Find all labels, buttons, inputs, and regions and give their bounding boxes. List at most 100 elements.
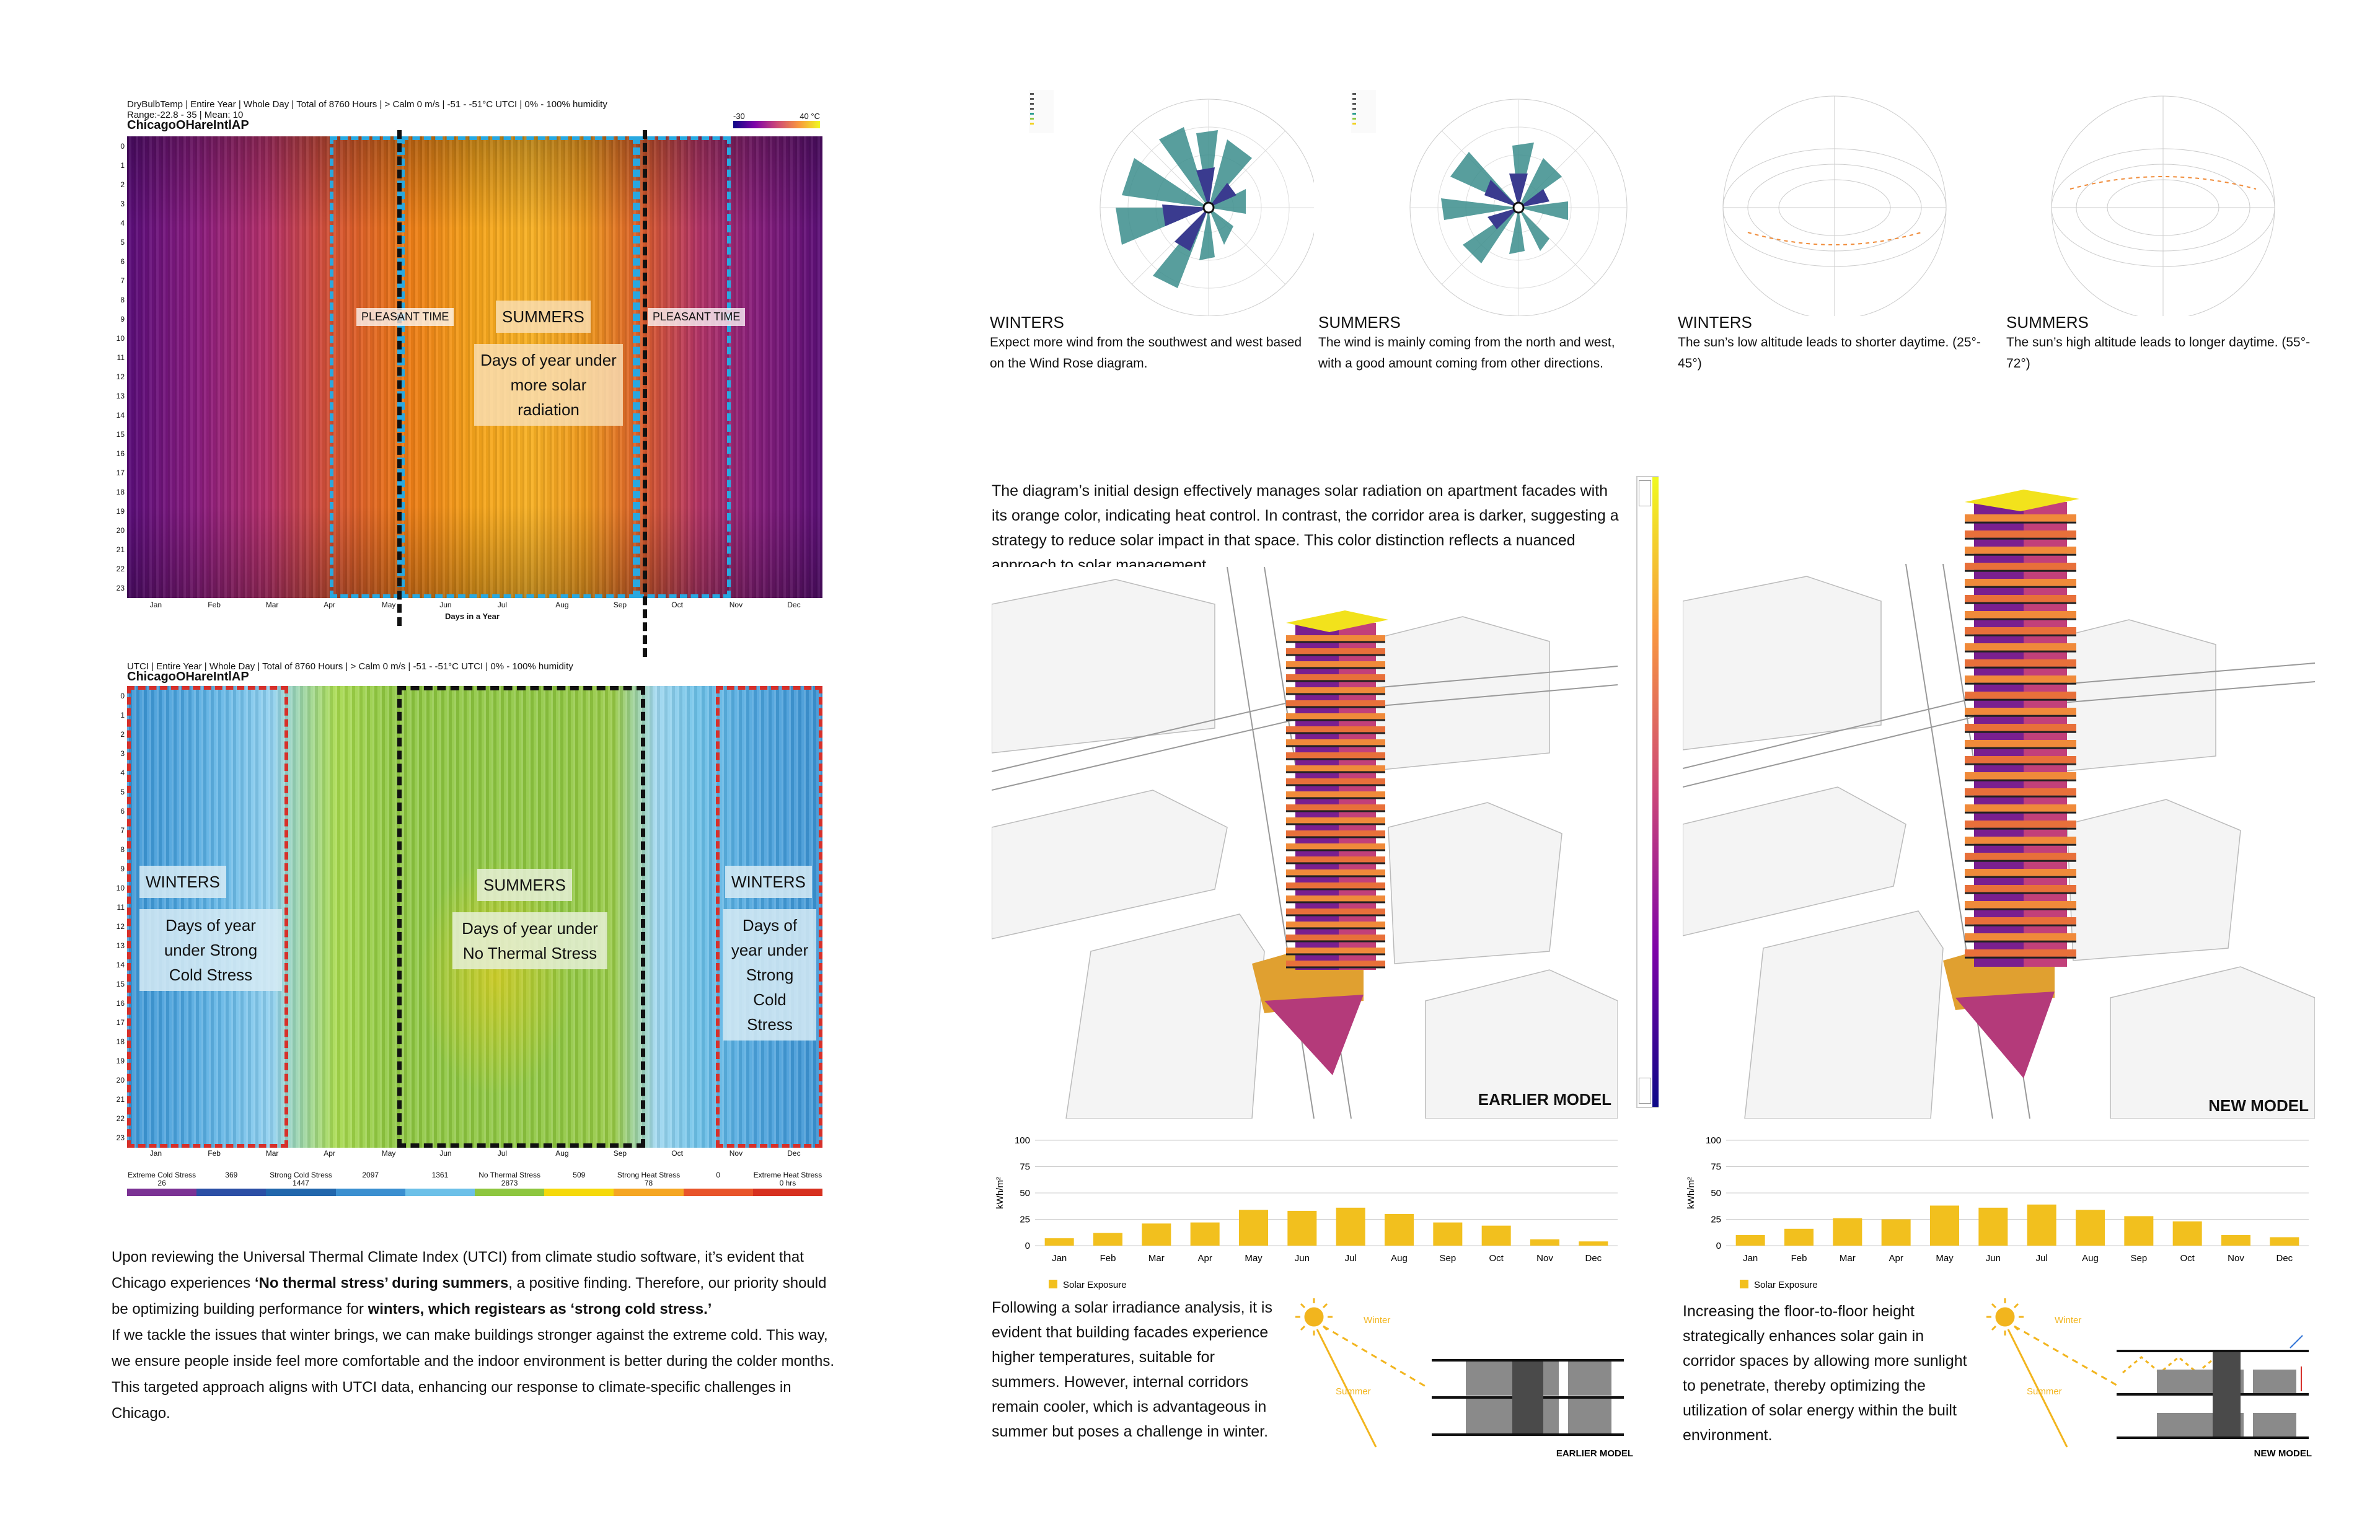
hour-tick: 5 xyxy=(120,237,125,247)
tower-floor-band xyxy=(1286,830,1385,837)
x-tick-label: Apr xyxy=(1889,1253,1903,1264)
summer-divider-right xyxy=(643,130,647,657)
bar-jan xyxy=(1044,1238,1074,1246)
bar-nov xyxy=(2221,1235,2250,1246)
tower-floor-band xyxy=(1286,700,1385,706)
tower-floor-band xyxy=(1286,948,1385,954)
winters-label-left: WINTERS xyxy=(139,866,226,898)
heatmap1-scale: -30 40 °C xyxy=(733,112,820,128)
utci-legend-swatch xyxy=(405,1189,475,1196)
tower-floor-band xyxy=(1286,856,1385,863)
heatmap2: WINTERS Days of year under Strong Cold S… xyxy=(127,686,822,1148)
hour-tick: 16 xyxy=(116,449,125,459)
tower-slab xyxy=(1286,914,1385,917)
hour-tick: 19 xyxy=(116,1057,125,1066)
tower-slab xyxy=(1286,797,1385,799)
hour-tick: 15 xyxy=(116,430,125,439)
tower-slab xyxy=(1965,779,2076,781)
tower-slab xyxy=(1286,784,1385,786)
hour-tick: 10 xyxy=(116,883,125,892)
tower-floor-band xyxy=(1965,547,2076,554)
utci-legend-item: Strong Cold Stress 1447 xyxy=(266,1171,335,1189)
winters-desc-left: Days of year under Strong Cold Stress xyxy=(139,909,282,991)
hour-tick: 20 xyxy=(116,526,125,535)
month-tick: Apr xyxy=(324,1149,335,1158)
tower-slab xyxy=(1965,731,2076,733)
tower-slab xyxy=(1286,849,1385,851)
tower-slab xyxy=(1965,618,2076,620)
utci-legend-swatch xyxy=(266,1189,336,1196)
month-tick: May xyxy=(381,1149,396,1158)
tower-floor-band xyxy=(1965,756,2076,763)
tower-slab xyxy=(1965,521,2076,524)
legend-swatch xyxy=(1049,1280,1057,1288)
hour-tick: 3 xyxy=(120,749,125,758)
x-tick-label: Mar xyxy=(1840,1253,1856,1264)
x-tick-label: Oct xyxy=(2180,1253,2195,1264)
tower-slab xyxy=(1965,666,2076,669)
tower-slab xyxy=(1965,553,2076,556)
month-tick: Aug xyxy=(555,1149,569,1158)
y-tick-label: 75 xyxy=(1711,1162,1721,1173)
bar-jun xyxy=(1978,1207,2008,1246)
hour-tick: 23 xyxy=(116,584,125,593)
summers-label-2: SUMMERS xyxy=(477,869,572,901)
tower-slab xyxy=(1286,654,1385,656)
y-tick-label: 25 xyxy=(1020,1215,1030,1225)
tower-floor-band xyxy=(1965,708,2076,715)
tower-slab xyxy=(1965,682,2076,685)
utci-legend-name: Extreme Heat Stress xyxy=(753,1171,822,1179)
utci-legend-value: 2097 xyxy=(362,1171,379,1179)
bar-feb xyxy=(1784,1228,1814,1246)
bar-mar xyxy=(1833,1218,1862,1246)
bar-dec xyxy=(1579,1241,1608,1246)
heatmap1-hour-axis: 0 1 2 3 4 5 6 7 8 9 10 11 12 13 14 15 16 17 18 19 20 21 22 23 xyxy=(115,136,126,598)
x-tick-label: Nov xyxy=(2228,1253,2244,1264)
tower-slab xyxy=(1286,680,1385,682)
hour-tick: 15 xyxy=(116,980,125,989)
hour-tick: 13 xyxy=(116,392,125,401)
winter-box-left xyxy=(127,686,288,1148)
tower-slab xyxy=(1965,650,2076,653)
tower-floor-band xyxy=(1286,909,1385,915)
summer-box-2 xyxy=(397,686,645,1148)
bar-nov xyxy=(1530,1239,1559,1246)
utci-legend-item: 0 xyxy=(684,1171,753,1189)
utci-p2: If we tackle the issues that winter brin… xyxy=(112,1327,835,1370)
month-tick: Oct xyxy=(671,601,683,609)
utci-legend-value: 0 xyxy=(716,1171,721,1179)
month-tick: Dec xyxy=(787,601,801,609)
new-model-render: NEW MODEL xyxy=(1683,490,2315,1119)
month-tick: May xyxy=(381,601,396,609)
utci-legend-item: 509 xyxy=(544,1171,614,1189)
hour-tick: 23 xyxy=(116,1133,125,1143)
hour-tick: 1 xyxy=(120,161,125,170)
utci-legend-item: 1361 xyxy=(405,1171,475,1189)
summer-box xyxy=(401,136,637,598)
summer-sun-arc xyxy=(2069,176,2257,190)
hour-tick: 8 xyxy=(120,295,125,304)
heatmap1-xlabel: Days in a Year xyxy=(445,612,500,621)
legend-swatch xyxy=(1740,1280,1748,1288)
tower-slab xyxy=(1965,602,2076,604)
tower-floor-band xyxy=(1965,837,2076,844)
tower-slab xyxy=(1965,843,2076,846)
tower-floor-band xyxy=(1965,659,2076,667)
tower-slab xyxy=(1286,862,1385,865)
sun-icon xyxy=(1295,1298,1333,1335)
tower-slab xyxy=(1965,570,2076,572)
tower-floor-band xyxy=(1965,869,2076,876)
hour-tick: 17 xyxy=(116,1018,125,1027)
utci-legend-name: Extreme Cold Stress xyxy=(128,1171,196,1179)
summer-rose-petals xyxy=(1441,143,1568,263)
tower-slab xyxy=(1965,811,2076,814)
hour-tick: 9 xyxy=(120,864,125,873)
wind-rose-winter-legend xyxy=(1029,90,1054,133)
rose-caption-1-head: SUMMERS xyxy=(1318,313,1401,332)
hour-tick: 11 xyxy=(117,353,125,362)
new-bar-chart-svg: 0 25 50 75 100 kWh/m² Jan Feb Mar Apr May Jun Jul Aug… xyxy=(1686,1135,2309,1290)
tower-slab xyxy=(1286,693,1385,695)
tower-floor-band xyxy=(1286,869,1385,876)
tower-floor-band xyxy=(1965,692,2076,699)
heatmap1: PLEASANT TIME PLEASANT TIME SUMMERS Days… xyxy=(127,130,822,657)
